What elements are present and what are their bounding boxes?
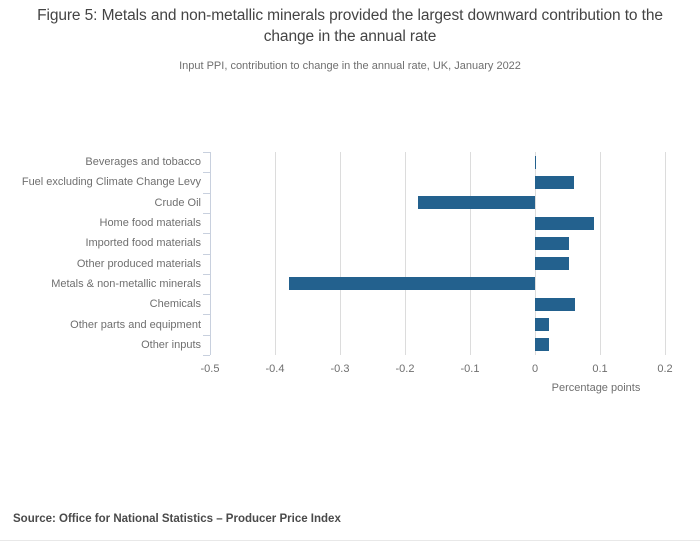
gridline <box>535 152 536 355</box>
y-axis-tick <box>203 213 210 214</box>
category-label: Beverages and tobacco <box>85 156 201 169</box>
x-tick-label: -0.1 <box>460 363 480 375</box>
bar <box>535 257 569 271</box>
chart-title: Figure 5: Metals and non-metallic minera… <box>37 7 663 45</box>
chart-header: Figure 5: Metals and non-metallic minera… <box>0 5 700 73</box>
y-axis-tick <box>203 233 210 234</box>
category-label: Fuel excluding Climate Change Levy <box>21 176 201 189</box>
bar <box>288 277 535 291</box>
bar <box>535 216 595 230</box>
bar <box>418 196 535 210</box>
source-note: Source: Office for National Statistics –… <box>13 513 341 525</box>
footer-divider <box>0 540 700 541</box>
category-axis-labels: Beverages and tobacco Fuel excluding Clim… <box>0 152 205 355</box>
y-axis-tick <box>203 172 210 173</box>
bar <box>535 318 549 332</box>
bar <box>535 297 575 311</box>
bar <box>535 236 569 250</box>
chart-subtitle: Input PPI, contribution to change in the… <box>179 60 521 72</box>
gridline <box>275 152 276 355</box>
x-tick-label: -0.2 <box>395 363 415 375</box>
x-tick-label: -0.3 <box>330 363 350 375</box>
category-label: Other inputs <box>141 338 201 351</box>
gridline <box>665 152 666 355</box>
x-tick-label: 0.1 <box>592 363 608 375</box>
y-axis-tick <box>203 152 210 153</box>
x-tick-label: 0.2 <box>657 363 673 375</box>
y-axis-tick <box>203 274 210 275</box>
category-label: Other produced materials <box>76 257 201 270</box>
y-axis-tick <box>203 294 210 295</box>
gridline <box>210 152 211 355</box>
x-axis-tick-labels: -0.5 -0.4 -0.3 -0.2 -0.1 0 0.1 0.2 <box>0 362 700 378</box>
gridline <box>470 152 471 355</box>
x-tick-label: 0 <box>531 363 539 375</box>
y-axis-tick <box>203 335 210 336</box>
gridline <box>405 152 406 355</box>
category-label: Imported food materials <box>85 237 201 250</box>
category-label: Other parts and equipment <box>70 318 201 331</box>
category-label: Home food materials <box>99 217 202 230</box>
gridline <box>600 152 601 355</box>
x-tick-label: -0.4 <box>265 363 285 375</box>
category-label: Chemicals <box>149 298 201 311</box>
bar <box>535 175 574 189</box>
category-label: Metals & non-metallic minerals <box>51 277 201 290</box>
x-tick-label: -0.5 <box>200 363 220 375</box>
category-label: Crude Oil <box>154 196 201 209</box>
gridline <box>340 152 341 355</box>
y-axis-tick <box>203 314 210 315</box>
y-axis-tick <box>203 193 210 194</box>
bar <box>535 338 549 352</box>
x-axis-title: Percentage points <box>551 382 641 394</box>
plot-area <box>203 152 666 356</box>
y-axis-tick <box>203 254 210 255</box>
bar <box>535 155 537 169</box>
y-axis-tick <box>203 355 210 356</box>
